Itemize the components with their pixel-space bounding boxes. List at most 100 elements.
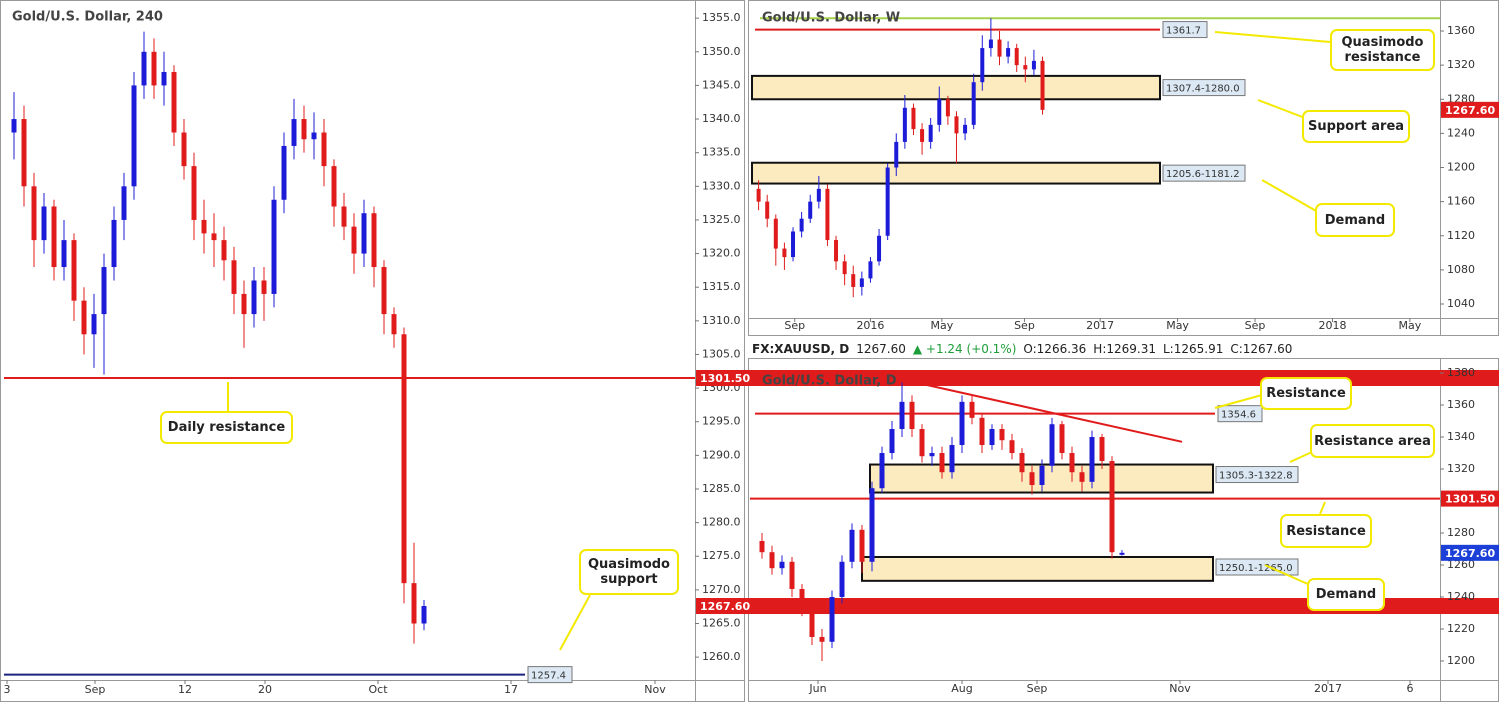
x-tick-label: Sep [85,683,106,696]
y-tick-label: 1320.0 [702,247,741,260]
x-tick-label: Oct [368,683,388,696]
y-tick-label: 1335.0 [702,146,741,159]
candle-body [321,132,327,167]
zone-label: 1205.6-1181.2 [1166,169,1240,180]
zone-label-box [1162,164,1246,182]
candle-body [969,401,975,418]
x-tick-label: May [1166,319,1189,332]
price-tag [1441,490,1499,507]
candle-body [879,453,885,489]
candle-body [791,231,796,258]
level-label: 1257.4 [531,671,566,682]
candle-body [91,314,97,335]
candle-body [261,280,267,294]
candle-body [291,119,297,146]
zone-label: 1250.1-1265.0 [1219,563,1293,574]
candle-body [1069,453,1075,473]
candle-body [759,540,765,553]
zone-label-box [1162,79,1246,97]
callout: Resistance area [1310,424,1435,458]
level-label-box [1162,21,1208,39]
x-tick-label: Nov [644,683,666,696]
candle-body [899,401,905,430]
candle-body [241,293,247,315]
price-tag [696,598,1499,615]
candle-body [769,552,775,569]
x-tick-label: Sep [1014,319,1035,332]
candle-body [271,199,277,294]
candle-body [980,48,985,83]
candle-body [799,218,804,232]
candle-body [1019,453,1025,473]
y-tick-label: 1280.0 [702,516,741,529]
candle-body [911,107,916,130]
candle-body [1059,424,1065,454]
x-tick-label: Nov [1169,682,1191,695]
price-tag-label: 1301.50 [700,372,750,385]
candle-body [31,186,37,241]
callout: Demand [1307,578,1385,611]
x-tick-label: 2017 [1086,319,1114,332]
y-tick-label: 1320 [1447,58,1475,71]
close: C:1267.60 [1230,342,1293,356]
level-label: 1354.6 [1221,410,1256,421]
candle-body [1029,472,1035,486]
candle-body [421,606,427,624]
x-tick-label: Aug [951,682,972,695]
candle-body [988,39,993,49]
x-tick-label: 2018 [1318,319,1346,332]
candle-body [131,85,137,187]
candle-body [889,429,895,454]
x-tick-label: May [930,319,953,332]
high: H:1269.31 [1093,342,1156,356]
candle-body [171,71,177,133]
candle-body [21,119,27,187]
candle-body [1089,437,1095,482]
callout-pointer [1257,99,1306,119]
candle-body [1040,60,1045,110]
candle-body [371,213,377,268]
candle-body [101,267,107,315]
candle-body [999,429,1005,441]
candle-body [61,240,67,268]
candle-body [361,213,367,254]
candle-body [391,314,397,335]
candle-body [808,201,813,219]
y-tick-label: 1340.0 [702,112,741,125]
price-tag-label: 1301.50 [1445,493,1495,506]
candle-body [161,71,167,86]
callout: Support area [1302,110,1410,143]
x-tick-label: 2016 [856,319,884,332]
candle-body [819,636,825,642]
candle-body [779,561,785,569]
level-label: 1361.7 [1166,26,1201,37]
candle-body [842,261,847,275]
candle-body [816,188,821,202]
callout-pointer [1261,179,1319,213]
trendline [901,378,1183,443]
callout: Demand [1315,203,1395,237]
candle-body [920,129,925,142]
candle-body [799,588,805,610]
candle-body [885,167,890,236]
y-tick-label: 1040 [1447,297,1475,310]
candle-body [959,401,965,446]
symbol-header: FX:XAUUSD, D 1267.60 ▲ +1.24 (+0.1%) O:1… [752,342,1292,356]
x-tick-label: 6 [1407,682,1414,695]
candle-body [41,206,47,241]
candle-body [928,124,933,142]
y-tick-label: 1360 [1447,24,1475,37]
y-tick-label: 1240 [1447,590,1475,603]
candle-body [979,417,985,446]
candle-body [331,166,337,207]
x-tick-label: Sep [784,319,805,332]
change: ▲ +1.24 (+0.1%) [912,342,1017,356]
candle-body [949,445,955,473]
x-tick-label: Jun [808,682,826,695]
symbol: FX:XAUUSD, D [752,342,850,356]
zone-label-box [1215,466,1299,484]
candle-body [963,124,968,134]
panel-border [0,0,745,702]
candle-body [859,529,865,562]
candle-body [141,51,147,86]
